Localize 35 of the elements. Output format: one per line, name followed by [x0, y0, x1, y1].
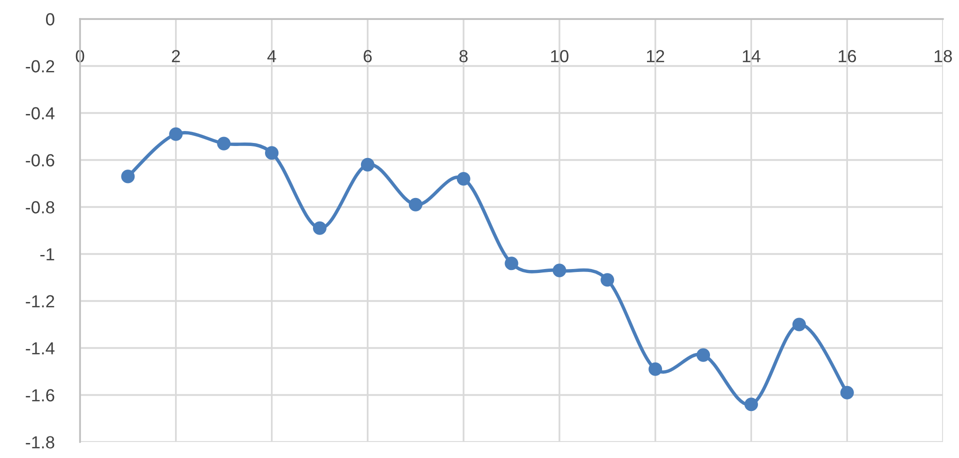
point [648, 362, 662, 376]
x-tick-label: 10 [551, 50, 568, 62]
point [312, 221, 326, 235]
point [408, 198, 422, 212]
point [744, 398, 758, 412]
y-tick-label: -0.4 [26, 107, 54, 120]
x-tick-label: 6 [364, 50, 372, 62]
x-tick-label: 8 [459, 50, 468, 62]
point [265, 146, 279, 160]
x-tick-label: 2 [172, 50, 180, 62]
point [840, 386, 854, 400]
y-tick-label: -0.6 [26, 154, 54, 166]
x-tick-label: 18 [934, 50, 952, 62]
y-tick-label: -1.8 [26, 436, 54, 448]
y-tick-label: 0 [46, 13, 54, 26]
y-tick-label: -1.6 [26, 389, 54, 402]
point [552, 264, 566, 278]
y-tick-label: -1.2 [26, 295, 54, 308]
point [792, 318, 806, 332]
x-tick-label: 14 [742, 50, 760, 62]
x-tick-label: 4 [267, 50, 276, 62]
point [121, 170, 135, 184]
y-tick-label: -0.2 [26, 60, 54, 72]
point [217, 136, 231, 150]
point [504, 256, 518, 270]
point [360, 158, 374, 172]
point [696, 348, 710, 362]
point [600, 273, 614, 287]
point [169, 127, 183, 141]
y-tick-label: -0.8 [26, 201, 54, 214]
point [456, 172, 470, 186]
x-tick-label: 12 [647, 50, 664, 62]
x-tick-label: 16 [838, 50, 856, 62]
y-tick-label: -1 [40, 248, 54, 260]
y-tick-label: -1.4 [26, 342, 54, 354]
